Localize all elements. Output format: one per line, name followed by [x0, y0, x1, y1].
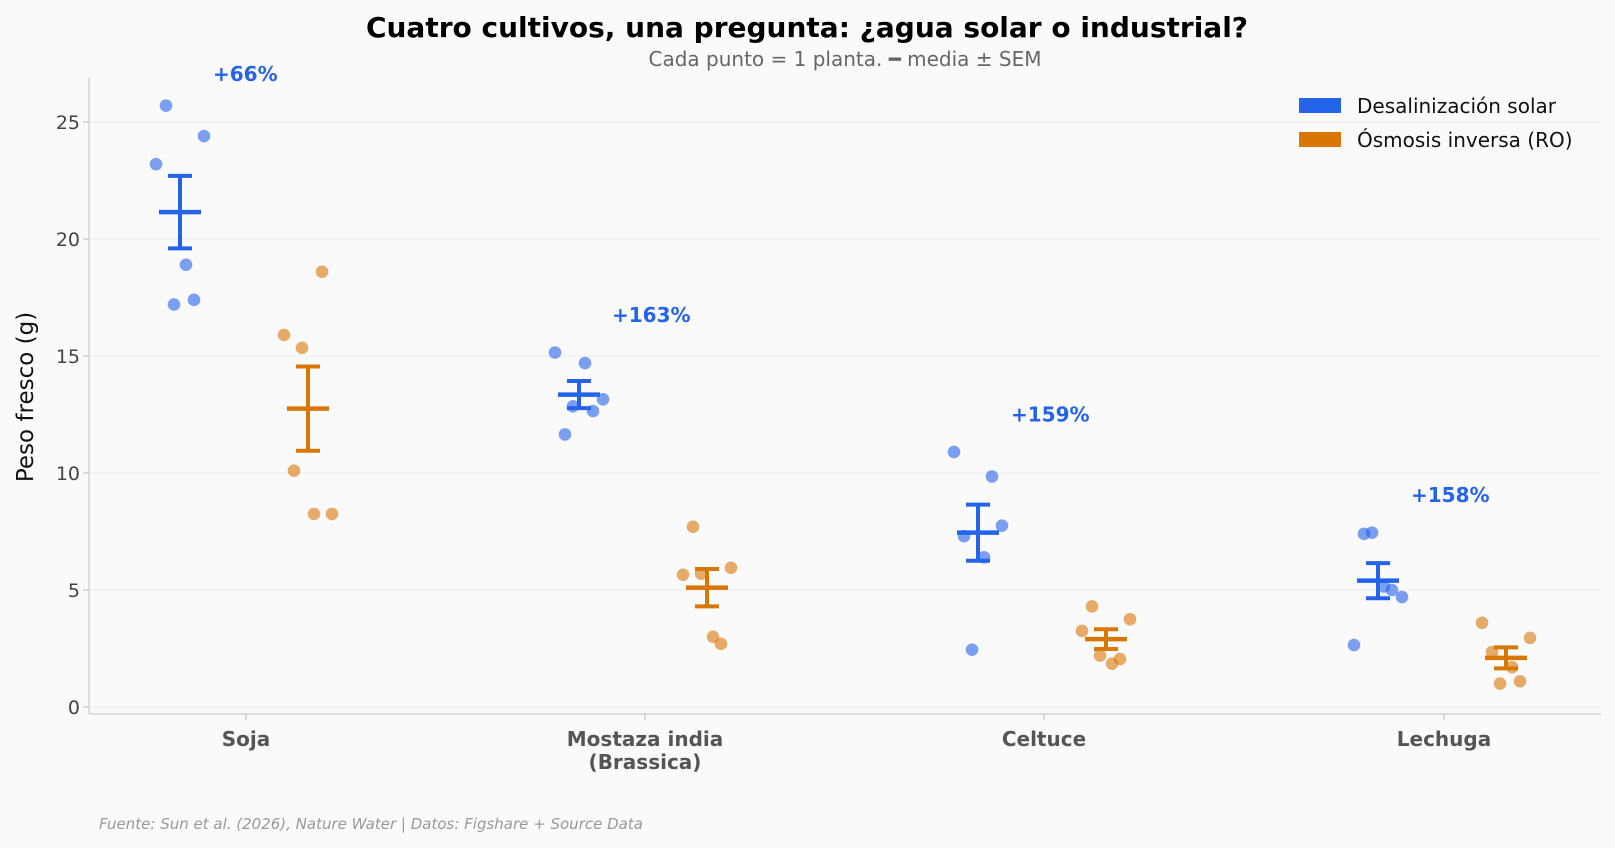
- y-tick-label: 10: [56, 463, 80, 485]
- data-point: [686, 520, 700, 534]
- gridlines: [89, 121, 1601, 708]
- data-point: [277, 328, 291, 342]
- data-point: [1523, 631, 1537, 645]
- x-tick-label: Mostaza india: [567, 727, 723, 751]
- y-tick-label: 0: [68, 697, 80, 719]
- x-axis: Soja Mostaza india(Brassica) Celtuce Lechug…: [89, 713, 1601, 774]
- chart-subtitle: Cada punto = 1 planta. ━ media ± SEM: [649, 47, 1042, 71]
- data-points: [149, 99, 1537, 690]
- y-tick-label: 15: [56, 346, 80, 368]
- data-point: [1493, 677, 1507, 690]
- increase-label: +158%: [1411, 483, 1490, 507]
- data-point: [1085, 600, 1099, 613]
- y-tick-label: 20: [56, 229, 80, 251]
- chart-title: Cuatro cultivos, una pregunta: ¿agua sol…: [366, 11, 1248, 44]
- x-tick-label: Soja: [222, 727, 271, 751]
- increase-label: +66%: [213, 62, 278, 86]
- data-point: [1123, 612, 1137, 626]
- data-point: [1365, 526, 1379, 539]
- data-point: [197, 129, 211, 143]
- increase-label: +163%: [612, 303, 691, 327]
- data-point: [159, 99, 173, 112]
- data-point: [187, 293, 201, 307]
- data-point: [1075, 624, 1089, 638]
- data-point: [287, 464, 301, 477]
- y-axis: 0 5 10 15 20 25: [56, 78, 90, 719]
- data-point: [307, 507, 321, 521]
- legend: Desalinización solar Ósmosis inversa (RO…: [1299, 94, 1573, 152]
- data-point: [965, 643, 979, 656]
- data-point: [995, 519, 1009, 532]
- y-axis-label: Peso fresco (g): [13, 312, 39, 482]
- data-point: [714, 637, 728, 651]
- data-point: [325, 507, 339, 521]
- data-point: [1385, 583, 1399, 597]
- legend-swatch-solar: [1299, 98, 1341, 113]
- data-point: [1113, 652, 1127, 666]
- legend-swatch-ro: [1299, 132, 1341, 147]
- legend-label-solar: Desalinización solar: [1357, 94, 1557, 118]
- data-point: [167, 298, 181, 311]
- x-tick-label-line2: (Brassica): [589, 750, 702, 774]
- data-point: [548, 346, 562, 359]
- data-point: [1347, 638, 1361, 652]
- data-point: [179, 258, 193, 272]
- data-point: [149, 157, 163, 171]
- data-point: [985, 470, 999, 483]
- error-bars: [159, 173, 1527, 671]
- x-tick-label: Celtuce: [1002, 727, 1086, 751]
- data-point: [1513, 674, 1527, 688]
- y-tick-label: 25: [56, 112, 80, 134]
- data-point: [1475, 616, 1489, 630]
- increase-label: +159%: [1011, 403, 1090, 427]
- data-point: [315, 265, 329, 279]
- increase-labels: +66% +163% +159% +158%: [213, 62, 1490, 507]
- data-point: [947, 445, 961, 459]
- x-tick-label: Lechuga: [1397, 727, 1491, 751]
- y-tick-label: 5: [68, 580, 80, 602]
- legend-label-ro: Ósmosis inversa (RO): [1357, 128, 1573, 152]
- data-point: [578, 356, 592, 370]
- data-point: [1395, 590, 1409, 604]
- data-point: [676, 568, 690, 582]
- data-point: [1093, 649, 1107, 662]
- data-point: [295, 341, 309, 355]
- data-point: [558, 428, 572, 441]
- data-point: [724, 561, 738, 575]
- source-note: Fuente: Sun et al. (2026), Nature Water …: [99, 815, 643, 833]
